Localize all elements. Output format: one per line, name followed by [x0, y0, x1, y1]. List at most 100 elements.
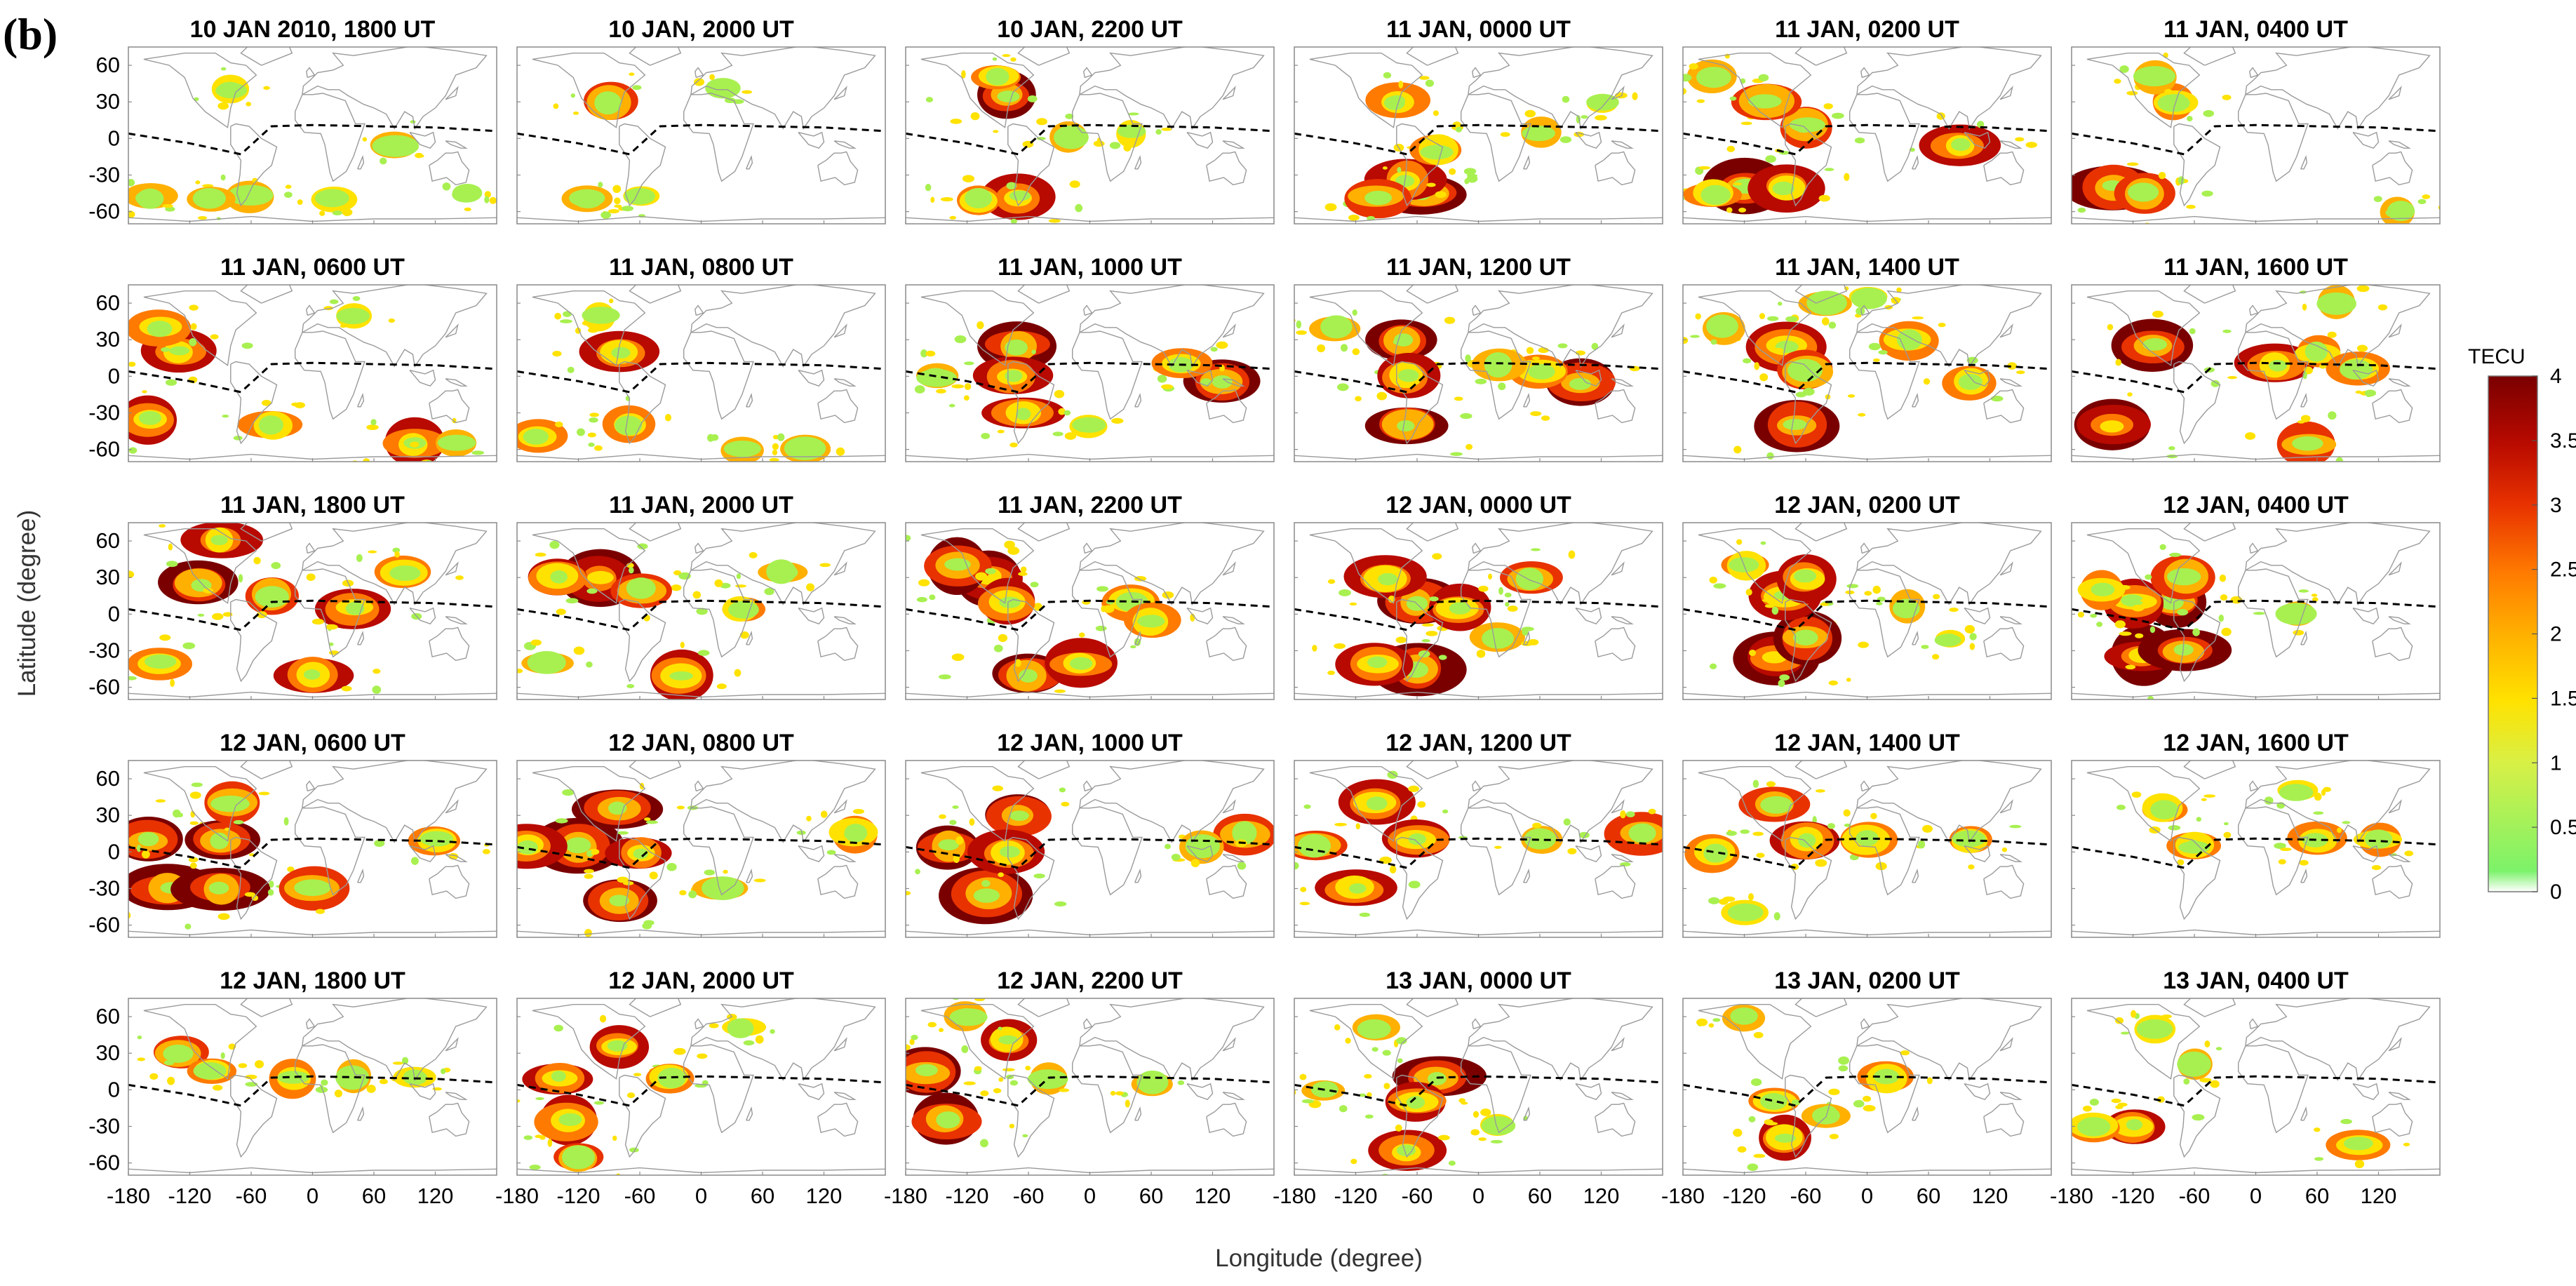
- tec-speck: [1059, 787, 1066, 793]
- tec-speck: [442, 182, 451, 191]
- tec-speck: [969, 818, 975, 826]
- tec-speck: [897, 812, 904, 819]
- tec-blob: [558, 1113, 582, 1127]
- tec-speck: [1296, 320, 1302, 329]
- tec-blob: [973, 888, 1000, 903]
- tec-speck: [673, 1047, 686, 1055]
- tec-speck: [188, 857, 199, 863]
- coastline: [1860, 304, 1870, 316]
- tec-speck: [993, 644, 1003, 652]
- coastline: [2245, 523, 2431, 606]
- tec-speck: [410, 441, 420, 448]
- colorbar-tick-label: 0.5: [2550, 816, 2576, 839]
- tec-speck: [441, 1068, 446, 1075]
- tec-blob: [326, 195, 337, 202]
- tec-speck: [394, 551, 400, 558]
- tec-speck: [559, 319, 572, 323]
- coastline: [2300, 630, 2308, 645]
- coastline: [817, 864, 859, 899]
- panel-plot-area: [1294, 523, 1663, 698]
- tec-speck: [1818, 194, 1830, 202]
- tec-speck: [692, 591, 702, 599]
- coastline: [1007, 836, 1055, 920]
- tec-speck: [1155, 129, 1162, 135]
- y-tick-label: 30: [96, 803, 120, 827]
- tec-speck: [1853, 1099, 1865, 1108]
- tec-speck: [1764, 1119, 1773, 1125]
- tec-speck: [1337, 383, 1349, 391]
- tec-speck: [1426, 182, 1436, 187]
- tec-blob: [1705, 74, 1722, 82]
- coastline: [1017, 47, 1071, 66]
- tec-speck: [2201, 798, 2207, 801]
- tec-speck: [1115, 1091, 1124, 1096]
- tec-speck: [1437, 1134, 1450, 1141]
- y-tick-label: 60: [96, 1004, 120, 1029]
- coastline: [240, 285, 293, 304]
- tec-speck: [535, 1134, 543, 1139]
- tec-speck: [128, 676, 137, 681]
- coastline: [833, 378, 857, 387]
- y-tick-label: -60: [88, 675, 120, 699]
- panel-plot-area: [128, 47, 497, 222]
- tec-speck: [977, 321, 984, 330]
- tec-speck: [1006, 182, 1017, 190]
- tec-blob: [220, 797, 240, 810]
- tec-blob: [1793, 629, 1818, 645]
- coastline: [445, 140, 468, 149]
- tec-blob: [1348, 883, 1367, 894]
- coastline: [1186, 1083, 1214, 1101]
- tec-speck: [222, 612, 233, 617]
- tec-speck: [2149, 626, 2156, 634]
- tec-speck: [1752, 779, 1759, 788]
- coastline: [629, 47, 682, 66]
- coastline: [1206, 627, 1247, 662]
- tec-speck: [1581, 115, 1588, 119]
- panel-14: 11 JAN, 2200 UT: [905, 492, 1275, 700]
- tec-blob: [1820, 298, 1832, 307]
- tec-blob: [1492, 360, 1508, 370]
- tec-speck: [2055, 642, 2060, 647]
- tec-speck: [1878, 349, 1888, 355]
- tec-speck: [1773, 912, 1780, 920]
- tec-speck: [769, 457, 779, 462]
- tec-speck: [261, 399, 271, 406]
- coastline: [920, 1004, 1035, 1080]
- coastline: [690, 285, 876, 368]
- tec-speck: [165, 206, 175, 212]
- tec-speck: [1675, 175, 1681, 182]
- tec-speck: [1340, 344, 1348, 352]
- coastline: [833, 1037, 847, 1052]
- coastline: [695, 542, 704, 554]
- tec-blob: [302, 883, 323, 895]
- tec-speck: [696, 608, 708, 615]
- tec-speck: [1078, 632, 1085, 638]
- coastline: [2249, 304, 2259, 316]
- tec-speck: [1058, 408, 1066, 415]
- tec-speck: [1846, 584, 1859, 589]
- tec-speck: [1002, 1068, 1015, 1072]
- tec-blob: [1009, 810, 1029, 822]
- tec-speck: [2116, 805, 2126, 810]
- coastline: [445, 616, 468, 624]
- tec-speck: [734, 669, 742, 677]
- tec-speck: [1009, 1123, 1014, 1129]
- tec-speck: [637, 543, 648, 550]
- tec-speck: [992, 785, 1004, 791]
- tec-speck: [1383, 1083, 1390, 1090]
- coastline: [143, 290, 257, 366]
- tec-speck: [128, 179, 135, 187]
- coastline: [357, 630, 365, 645]
- tec-speck: [1828, 1088, 1840, 1096]
- tec-speck: [1733, 1128, 1743, 1137]
- tec-speck: [1760, 541, 1766, 545]
- tec-speck: [373, 669, 381, 674]
- tec-blob: [203, 198, 215, 205]
- coastline: [2388, 1037, 2402, 1052]
- coastline: [1575, 607, 1602, 625]
- tec-blob: [1370, 1023, 1383, 1033]
- tec-speck: [1438, 655, 1447, 660]
- tec-speck: [1128, 112, 1139, 116]
- coastline: [302, 285, 488, 368]
- tec-speck: [563, 311, 572, 317]
